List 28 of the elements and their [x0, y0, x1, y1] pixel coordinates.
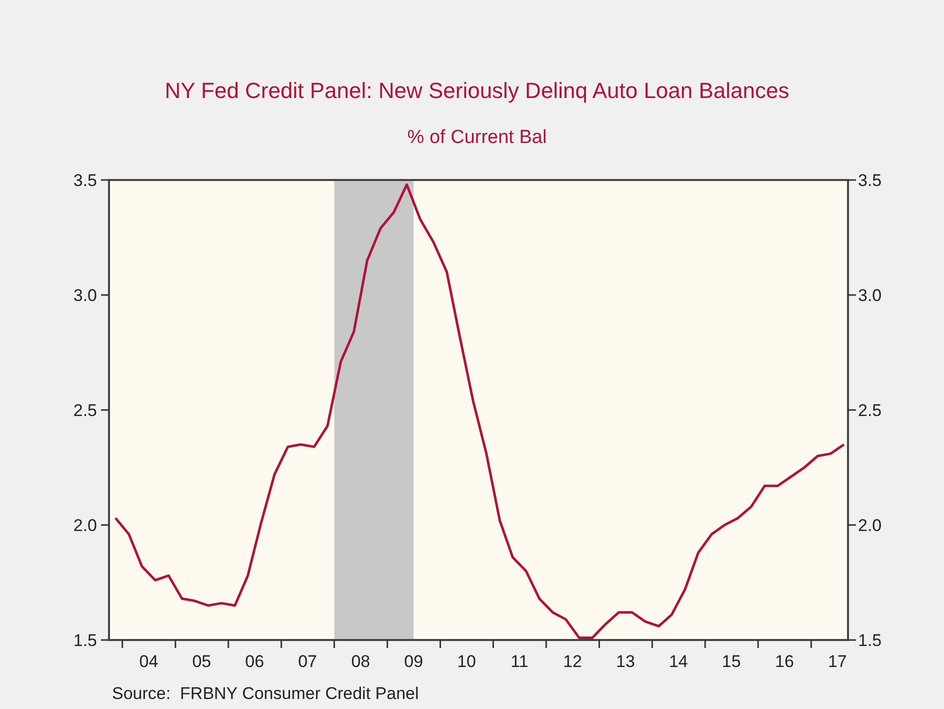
y2-tick-label: 1.5 [858, 631, 882, 650]
y2-tick-label: 3.5 [858, 171, 882, 190]
source-note: Source: FRBNY Consumer Credit Panel [112, 684, 419, 703]
x-tick-label: 09 [404, 652, 424, 671]
y2-tick-label: 2.0 [858, 516, 882, 535]
y-tick-label: 1.5 [73, 631, 97, 650]
chart-title: NY Fed Credit Panel: New Seriously Delinq Auto Loan Balances [164, 78, 790, 103]
x-tick-label: 10 [457, 652, 476, 671]
y-tick-label: 2.0 [73, 516, 97, 535]
x-tick-label: 13 [616, 652, 635, 671]
y-tick-label: 2.5 [73, 401, 97, 420]
x-tick-label: 11 [510, 652, 528, 671]
x-tick-label: 12 [563, 652, 582, 671]
y2-tick-label: 2.5 [858, 401, 882, 420]
y-tick-label: 3.5 [73, 171, 97, 190]
x-tick-label: 16 [775, 652, 794, 671]
x-tick-label: 06 [245, 652, 264, 671]
x-tick-label: 08 [351, 652, 370, 671]
y-tick-label: 3.0 [73, 286, 97, 305]
x-tick-label: 15 [722, 652, 741, 671]
x-tick-label: 04 [139, 652, 158, 671]
y2-tick-label: 3.0 [858, 286, 882, 305]
chart-subtitle: % of Current Bal [407, 127, 547, 148]
x-tick-label: 14 [668, 652, 688, 671]
line-series [114, 183, 846, 639]
x-tick-label: 07 [298, 652, 318, 671]
x-tick-label: 05 [192, 652, 212, 671]
x-tick-label: 17 [828, 652, 847, 671]
